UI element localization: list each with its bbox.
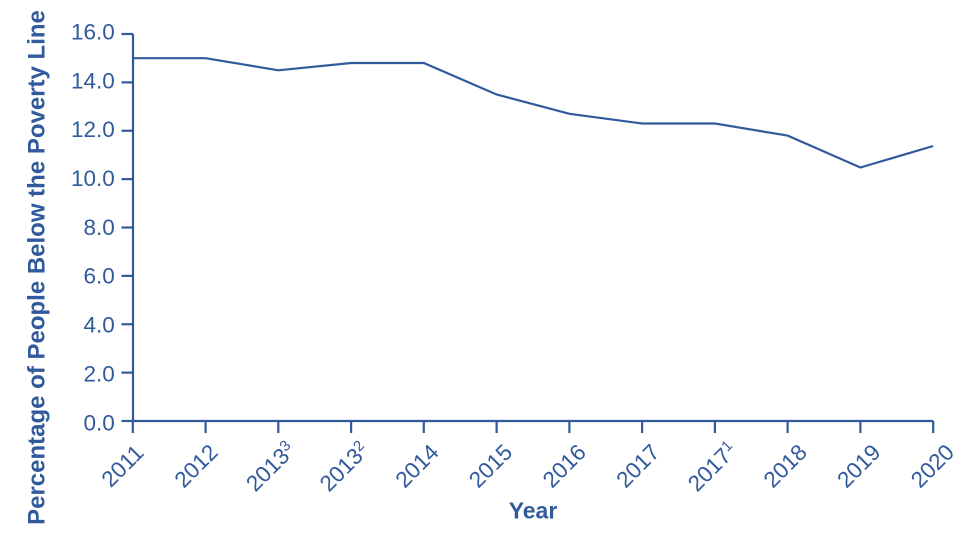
svg-text:2016: 2016: [538, 439, 591, 492]
svg-text:0.0: 0.0: [84, 410, 115, 435]
svg-text:2017: 2017: [611, 439, 664, 492]
svg-text:2012: 2012: [170, 439, 223, 492]
svg-text:8.0: 8.0: [84, 215, 115, 240]
svg-text:20132: 20132: [315, 437, 374, 496]
svg-text:20133: 20133: [241, 437, 300, 496]
svg-text:2011: 2011: [97, 440, 149, 492]
svg-text:2015: 2015: [464, 439, 517, 492]
svg-text:2.0: 2.0: [84, 361, 115, 386]
svg-text:14.0: 14.0: [71, 68, 115, 93]
svg-text:4.0: 4.0: [84, 313, 115, 338]
svg-text:6.0: 6.0: [84, 264, 115, 289]
svg-text:16.0: 16.0: [71, 19, 115, 44]
svg-text:12.0: 12.0: [71, 117, 115, 142]
svg-text:2018: 2018: [759, 439, 812, 492]
svg-text:2020: 2020: [906, 439, 959, 492]
svg-text:2014: 2014: [391, 439, 444, 492]
svg-text:20171: 20171: [683, 437, 742, 496]
svg-text:Year: Year: [509, 498, 558, 524]
svg-text:10.0: 10.0: [71, 166, 115, 191]
svg-text:2019: 2019: [832, 439, 885, 492]
svg-text:Percentage of People Below the: Percentage of People Below the Poverty L…: [24, 10, 51, 525]
